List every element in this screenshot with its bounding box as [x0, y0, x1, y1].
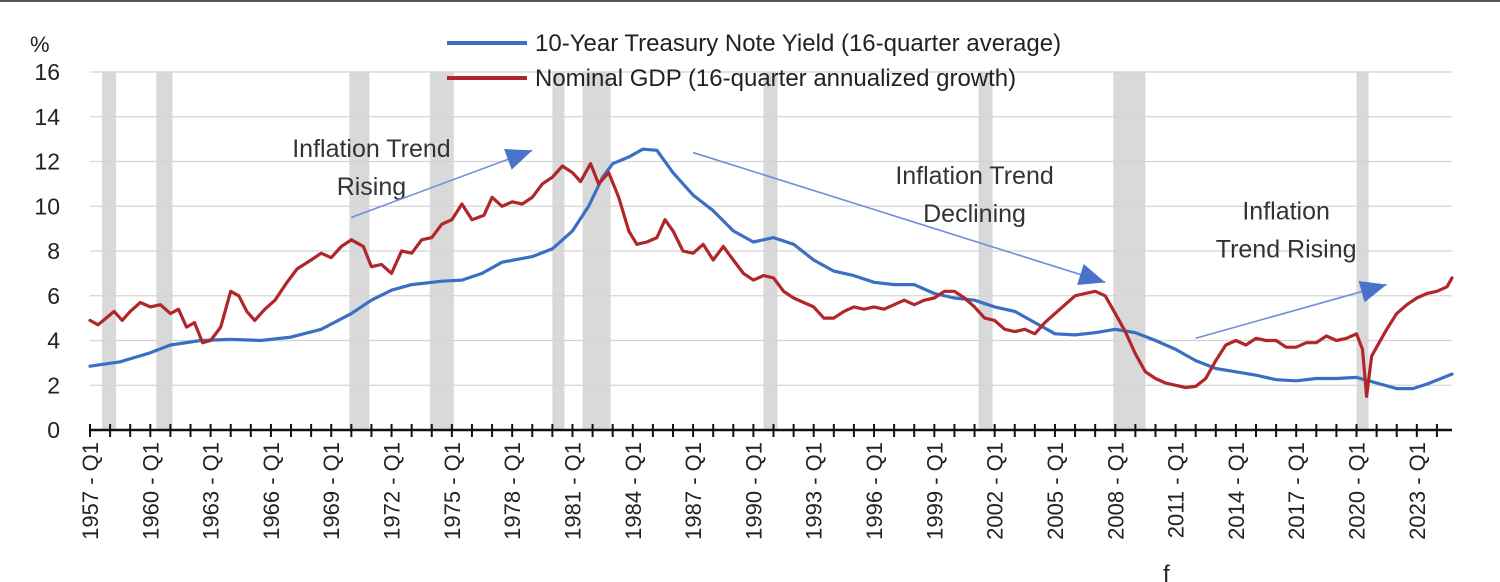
annotation-text-1: Inflation Trend — [895, 162, 1053, 190]
x-tick-label: 1966 - Q1 — [259, 442, 284, 540]
x-tick-label: 1984 - Q1 — [621, 442, 646, 540]
x-tick-label: 1963 - Q1 — [199, 442, 224, 540]
y-tick-label: 12 — [34, 149, 60, 175]
annotations: Inflation Trend Rising Inflation Trend Decl… — [292, 135, 1387, 340]
x-tick-label: 2008 - Q1 — [1103, 442, 1128, 540]
annotation-text-1: Declining — [923, 200, 1026, 228]
x-tick-label: 1999 - Q1 — [922, 442, 947, 540]
x-tick-label: 1972 - Q1 — [380, 442, 405, 540]
y-tick-label: 14 — [34, 104, 60, 130]
y-axis: 0 2 4 6 8 10 12 14 16 — [34, 59, 60, 443]
x-tick-label: 2017 - Q1 — [1284, 442, 1309, 540]
series-line-0 — [88, 147, 1454, 391]
y-tick-label: 6 — [47, 283, 60, 309]
annotation-arrow-2 — [1195, 283, 1387, 340]
x-tick-label: 1990 - Q1 — [741, 442, 766, 540]
x-tick-label: 1987 - Q1 — [681, 442, 706, 540]
x-tick-label: 2011 - Q1 — [1164, 442, 1189, 538]
legend: 10-Year Treasury Note Yield (16-quarter … — [447, 30, 1061, 92]
annotation-text-0: Rising — [337, 173, 406, 201]
stray-mark: f — [1163, 561, 1170, 582]
y-unit-label: % — [30, 32, 50, 57]
annotation-arrowhead-1 — [1077, 264, 1106, 286]
series-lines — [88, 147, 1454, 398]
x-tick-label: 2005 - Q1 — [1043, 442, 1068, 540]
annotation-arrowhead-0 — [504, 149, 533, 170]
annotation-arrow-0 — [351, 149, 533, 219]
x-tick-label: 2023 - Q1 — [1405, 442, 1430, 540]
y-tick-label: 8 — [47, 238, 60, 264]
legend-label-0: 10-Year Treasury Note Yield (16-quarter … — [535, 30, 1061, 57]
legend-label-1: Nominal GDP (16-quarter annualized growt… — [535, 65, 1016, 92]
annotation-text-2: Trend Rising — [1216, 236, 1357, 264]
y-tick-label: 16 — [34, 59, 60, 85]
annotation-text-2: Inflation — [1242, 198, 1330, 226]
x-tick-label: 2002 - Q1 — [983, 442, 1008, 540]
annotation-arrowhead-2 — [1358, 281, 1387, 303]
x-tick-label: 1996 - Q1 — [862, 442, 887, 540]
y-tick-label: 0 — [47, 417, 60, 443]
y-tick-label: 4 — [47, 328, 60, 354]
series-line-1 — [88, 162, 1454, 398]
x-tick-label: 2014 - Q1 — [1224, 442, 1249, 540]
x-tick-label: 1960 - Q1 — [138, 442, 163, 540]
x-tick-label: 2020 - Q1 — [1345, 442, 1370, 540]
x-tick-label: 1969 - Q1 — [319, 442, 344, 540]
x-tick-label: 1978 - Q1 — [500, 442, 525, 540]
annotation-text-0: Inflation Trend — [292, 135, 450, 163]
x-axis: 1957 - Q1 1960 - Q1 1963 - Q1 1966 - Q1 1969… — [78, 424, 1452, 540]
x-tick-label: 1993 - Q1 — [802, 442, 827, 540]
y-tick-label: 2 — [47, 372, 60, 398]
x-tick-label: 1975 - Q1 — [440, 442, 465, 540]
x-tick-label: 1957 - Q1 — [78, 442, 103, 540]
gridlines — [90, 71, 1452, 386]
x-tick-label: 1981 - Q1 — [560, 442, 585, 540]
y-tick-label: 10 — [34, 193, 60, 219]
annotation-arrow-1 — [692, 151, 1106, 284]
